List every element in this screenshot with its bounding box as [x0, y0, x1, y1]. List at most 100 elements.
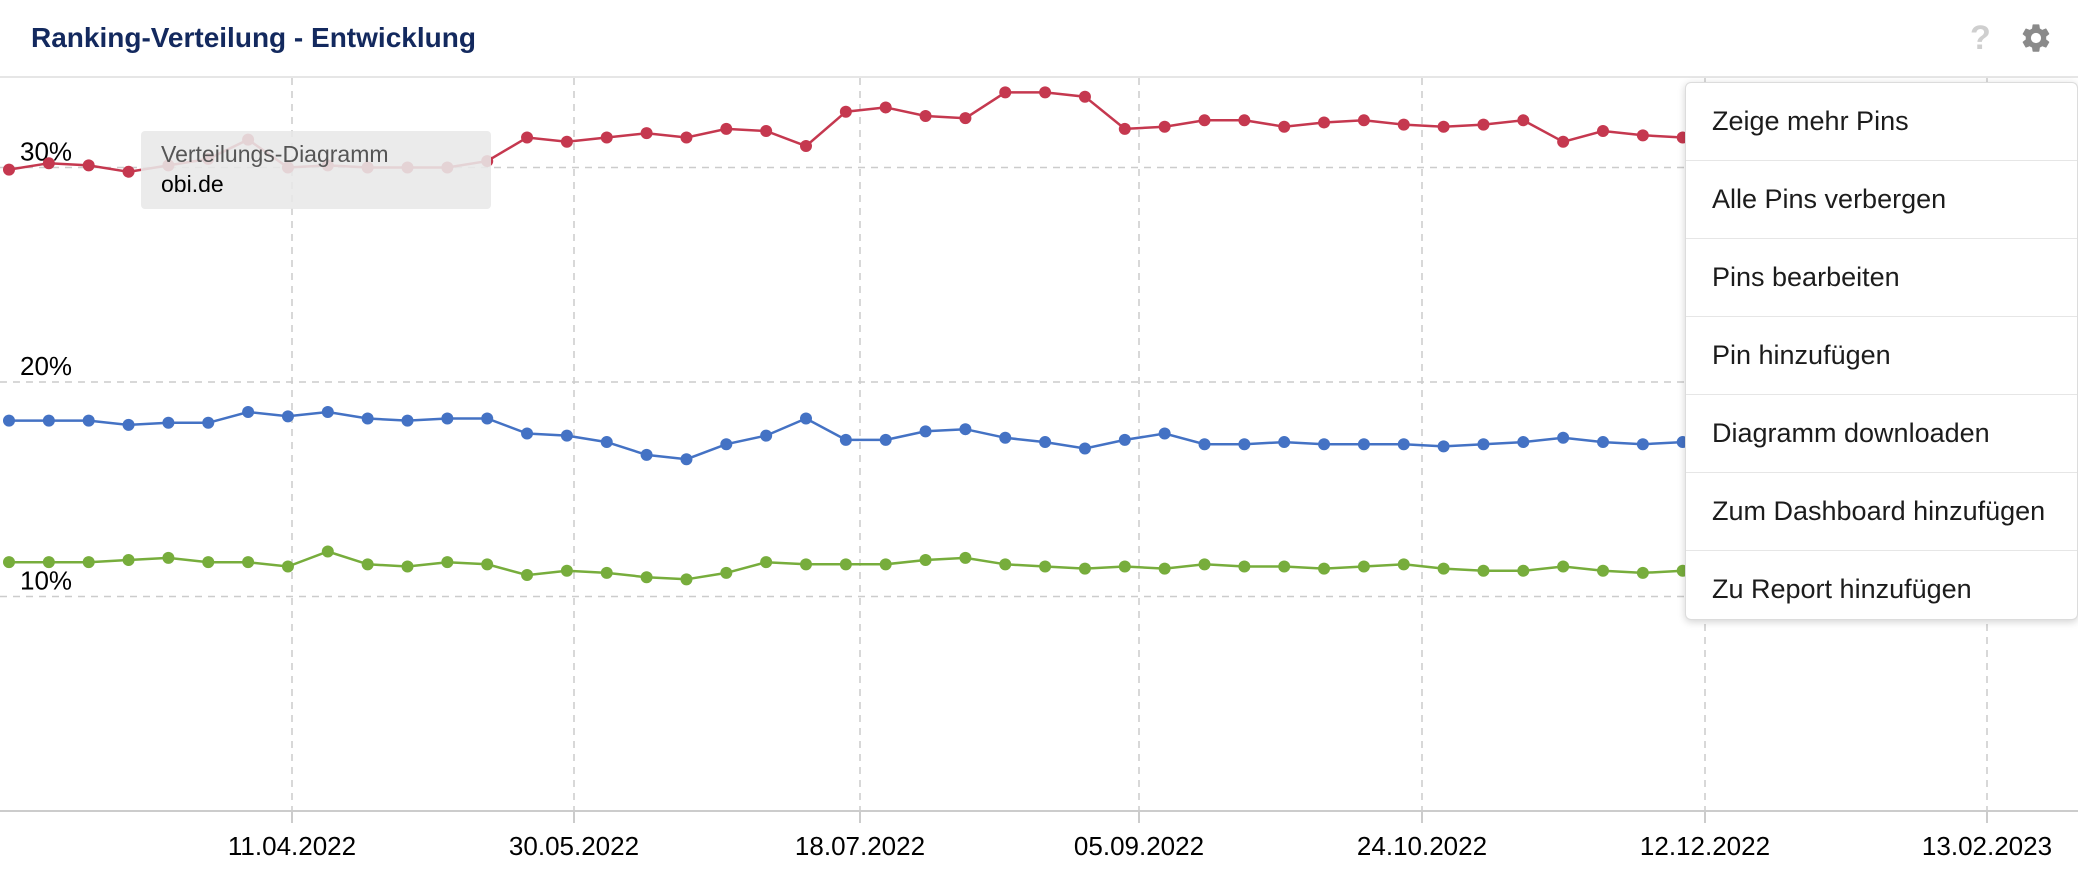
data-point	[919, 425, 932, 438]
data-point	[1118, 433, 1131, 446]
data-point	[1039, 436, 1052, 449]
data-point	[1517, 436, 1530, 449]
data-point	[1238, 438, 1251, 451]
data-point	[122, 165, 135, 178]
data-point	[361, 412, 374, 425]
x-tick-label: 12.12.2022	[1640, 831, 1770, 861]
data-point	[242, 556, 255, 569]
data-point	[640, 448, 653, 461]
x-tick-label: 13.02.2023	[1922, 831, 2052, 861]
data-point	[481, 558, 494, 571]
data-point	[42, 556, 55, 569]
data-point	[959, 423, 972, 436]
data-point	[999, 558, 1012, 571]
data-point	[839, 433, 852, 446]
x-tick-label: 18.07.2022	[795, 831, 925, 861]
data-point	[1597, 436, 1609, 449]
data-point	[521, 427, 534, 440]
data-point	[3, 556, 15, 569]
data-point	[1278, 120, 1291, 133]
panel-header: Ranking-Verteilung - Entwicklung ?	[0, 0, 2078, 78]
panel-title: Ranking-Verteilung - Entwicklung	[31, 22, 476, 53]
menu-item-download-chart[interactable]: Diagramm downloaden	[1686, 395, 2077, 473]
data-point	[1477, 118, 1490, 131]
data-point	[600, 436, 613, 449]
data-point	[1557, 431, 1570, 444]
data-point	[1477, 438, 1490, 451]
data-point	[1278, 436, 1291, 449]
data-point	[959, 551, 972, 564]
data-point	[1597, 564, 1609, 577]
data-point	[1557, 135, 1570, 148]
data-point	[999, 431, 1012, 444]
data-point	[640, 127, 653, 140]
data-point	[281, 560, 294, 573]
data-point	[879, 101, 892, 114]
data-point	[1636, 129, 1649, 142]
data-point	[1357, 114, 1370, 127]
y-tick-label: 10%	[20, 566, 72, 596]
chart-tooltip: Verteilungs-Diagramm obi.de	[141, 131, 491, 209]
data-point	[1039, 86, 1052, 99]
chart-options-menu: Zeige mehr Pins Alle Pins verbergen Pins…	[1685, 82, 2078, 620]
data-point	[1158, 562, 1171, 575]
data-point	[600, 566, 613, 579]
data-point	[441, 412, 454, 425]
data-point	[879, 433, 892, 446]
data-point	[1477, 564, 1490, 577]
data-point	[202, 416, 215, 429]
data-point	[42, 157, 55, 170]
data-point	[1318, 438, 1331, 451]
data-point	[560, 135, 573, 148]
data-point	[1158, 120, 1171, 133]
data-point	[1517, 564, 1530, 577]
data-point	[441, 556, 454, 569]
data-point	[481, 412, 494, 425]
menu-item-add-pin[interactable]: Pin hinzufügen	[1686, 317, 2077, 395]
x-tick-label: 30.05.2022	[509, 831, 639, 861]
data-point	[560, 429, 573, 442]
menu-item-show-more-pins[interactable]: Zeige mehr Pins	[1686, 83, 2077, 161]
x-tick-label: 11.04.2022	[228, 831, 356, 861]
menu-item-add-to-report[interactable]: Zu Report hinzufügen	[1712, 574, 1972, 604]
x-tick-label: 24.10.2022	[1357, 831, 1487, 861]
data-point	[1318, 562, 1331, 575]
data-point	[1437, 562, 1450, 575]
y-tick-label: 20%	[20, 351, 72, 381]
data-point	[42, 414, 55, 427]
data-point	[82, 159, 95, 172]
data-point	[1198, 438, 1211, 451]
menu-item-hide-all-pins[interactable]: Alle Pins verbergen	[1686, 161, 2077, 239]
data-point	[521, 131, 534, 144]
data-point	[1397, 118, 1410, 131]
data-point	[162, 551, 175, 564]
data-point	[959, 112, 972, 125]
data-point	[560, 564, 573, 577]
data-point	[401, 414, 414, 427]
data-point	[1198, 558, 1211, 571]
tooltip-title: Verteilungs-Diagramm	[161, 141, 389, 167]
data-point	[1517, 114, 1530, 127]
data-point	[1318, 116, 1331, 129]
gear-icon[interactable]	[2019, 21, 2053, 55]
data-point	[1357, 438, 1370, 451]
question-mark-icon[interactable]: ?	[1970, 19, 1991, 57]
data-point	[919, 110, 932, 123]
data-point	[321, 406, 334, 419]
data-point	[999, 86, 1012, 99]
menu-item-add-to-dashboard[interactable]: Zum Dashboard hinzufügen	[1686, 473, 2077, 551]
menu-item-edit-pins[interactable]: Pins bearbeiten	[1686, 239, 2077, 317]
data-point	[521, 569, 534, 582]
data-point	[839, 558, 852, 571]
data-point	[3, 163, 15, 176]
data-point	[1198, 114, 1211, 127]
data-point	[82, 556, 95, 569]
data-point	[1078, 442, 1091, 455]
data-point	[1636, 566, 1649, 579]
data-point	[720, 438, 733, 451]
data-point	[760, 429, 773, 442]
data-point	[720, 566, 733, 579]
data-point	[321, 545, 334, 558]
data-point	[1437, 440, 1450, 453]
data-point	[879, 558, 892, 571]
